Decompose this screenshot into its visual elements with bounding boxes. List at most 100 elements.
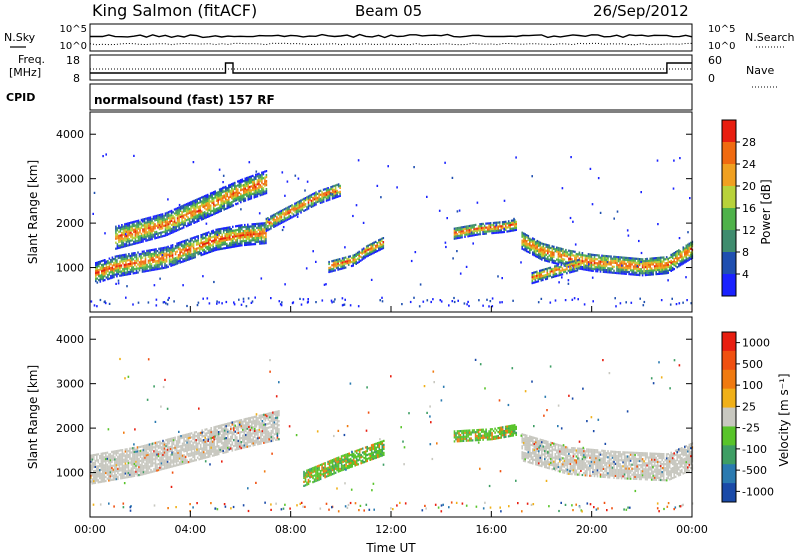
power-echo-cell [181,227,183,230]
power-echo-cell [256,195,259,198]
power-echo-cell [194,215,197,218]
power-echo-cell [617,258,620,261]
power-echo-cell [344,266,347,269]
velocity-echo-cell [199,451,202,454]
power-echo-cell [315,203,317,206]
power-echo-cell [626,264,629,268]
power-echo-cell [104,267,106,270]
power-echo-cell [500,227,502,230]
power-echo-cell [473,228,475,231]
power-echo-cell [229,246,231,249]
power-echo-cell [638,264,641,267]
velocity-echo-cell [129,469,131,472]
power-echo-cell [149,269,151,272]
power-echo-cell [306,208,308,211]
power-echo-cell [289,211,292,214]
power-echo-cell [670,267,672,270]
power-echo-cell [169,222,171,225]
power-echo-cell [252,174,254,177]
power-echo-cell [361,250,363,253]
power-echo-cell [658,266,660,269]
power-echo-cell [602,258,605,261]
power-echo-cell [574,258,576,261]
power-echo-cell [536,241,539,245]
velocity-echo-cell [147,461,149,464]
power-echo-cell [125,267,127,270]
power-echo-cell [219,243,222,247]
power-echo-cell [244,189,247,192]
power-echo-cell [150,263,153,266]
power-echo-cell [186,252,189,255]
power-echo-cell [157,216,159,219]
velocity-echo-cell [174,464,176,467]
power-echo-cell [578,264,580,268]
velocity-echo-cell [147,451,149,454]
power-echo-cell [271,224,274,227]
power-echo-cell [188,256,190,259]
power-echo-cell [192,236,195,239]
power-ytick-label: 1000 [56,262,84,275]
power-echo-cell [104,262,106,265]
power-echo-cell [102,267,105,270]
velocity-echo-cell [121,473,124,476]
velocity-echo-cell [144,458,146,461]
power-echo-cell [646,273,648,276]
velocity-echo-cell [195,439,197,442]
power-echo-cell [260,226,263,229]
power-echo-cell [135,261,138,264]
velocity-echo-cell [169,449,172,452]
velocity-echo-cell [181,434,184,437]
power-echo-cell [222,231,225,234]
power-echo-cell [638,270,641,273]
power-echo-cell [593,260,596,263]
power-echo-cell [150,255,153,258]
power-echo-cell [175,227,177,230]
power-echo-cell [131,266,133,269]
power-echo-cell [338,268,341,271]
power-echo-cell [574,243,577,246]
power-echo-cell [370,249,372,252]
velocity-echo-cell [139,453,142,456]
power-echo-cell [115,229,117,232]
power-echo-cell [253,190,256,193]
power-echo-cell [135,271,138,274]
power-echo-cell [656,264,659,268]
power-echo-cell [470,228,472,231]
power-echo-cell [281,171,284,174]
power-echo-cell [200,248,202,251]
power-echo-cell [151,232,153,235]
power-echo-cell [230,246,233,249]
power-echo-cell [206,241,208,245]
power-echo-cell [605,269,608,272]
power-echo-cell [605,255,608,258]
power-echo-cell [643,262,645,265]
power-echo-cell [336,193,338,196]
power-echo-cell [161,267,163,270]
power-echo-cell [161,251,163,254]
velocity-echo-cell [205,446,208,449]
power-echo-cell [525,236,528,239]
power-echo-cell [188,250,190,253]
power-echo-cell [178,214,180,217]
power-echo-cell [255,185,257,188]
power-echo-cell [653,267,656,270]
power-echo-cell [220,201,222,204]
velocity-echo-cell [156,455,158,458]
power-echo-cell [212,231,214,234]
power-echo-cell [217,191,219,194]
velocity-echo-cell [163,451,166,454]
velocity-echo-cell [168,456,170,459]
power-echo-cell [602,254,605,257]
velocity-echo-cell [147,471,149,474]
velocity-echo-cell [90,464,92,467]
power-echo-cell [316,200,319,203]
power-echo-cell [228,190,230,193]
power-echo-cell [194,250,196,253]
power-echo-cell [133,224,135,227]
power-echo-cell [647,265,650,268]
velocity-echo-cell [124,460,127,463]
power-echo-cell [164,266,166,269]
power-echo-cell [560,261,563,264]
power-echo-cell [458,230,460,233]
velocity-echo-cell [123,454,125,457]
